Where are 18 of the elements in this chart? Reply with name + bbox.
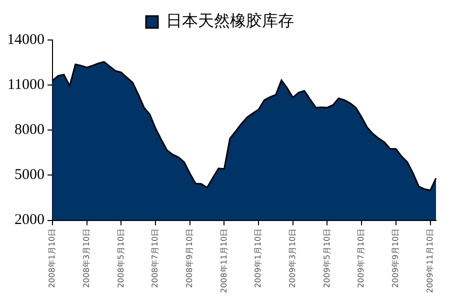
x-tick-label: 2008年11月10日 <box>219 228 228 293</box>
x-tick-label: 2008年3月10日 <box>82 228 91 288</box>
x-tick-label: 2009年5月10日 <box>322 228 332 288</box>
y-tick-label: 2000 <box>14 212 44 228</box>
y-tick-label: 11000 <box>8 77 44 94</box>
legend-label: 日本天然橡胶库存 <box>166 11 294 30</box>
x-tick-label: 2009年1月10日 <box>254 228 263 288</box>
x-tick-label: 2008年1月10日 <box>48 228 57 288</box>
y-tick-label: 8000 <box>14 122 44 138</box>
x-tick-label: 2008年7月10日 <box>150 228 160 288</box>
x-tick-label: 2009年11月10日 <box>425 228 434 293</box>
x-tick-label: 2008年5月10日 <box>116 228 126 288</box>
x-tick-label: 2008年9月10日 <box>184 228 194 288</box>
y-tick-label: 14000 <box>7 32 44 48</box>
x-tick-label: 2009年3月10日 <box>288 228 297 288</box>
x-tick-label: 2009年7月10日 <box>356 228 366 288</box>
y-tick-label: 5000 <box>14 167 44 184</box>
x-tick-label: 2009年9月10日 <box>391 228 400 288</box>
